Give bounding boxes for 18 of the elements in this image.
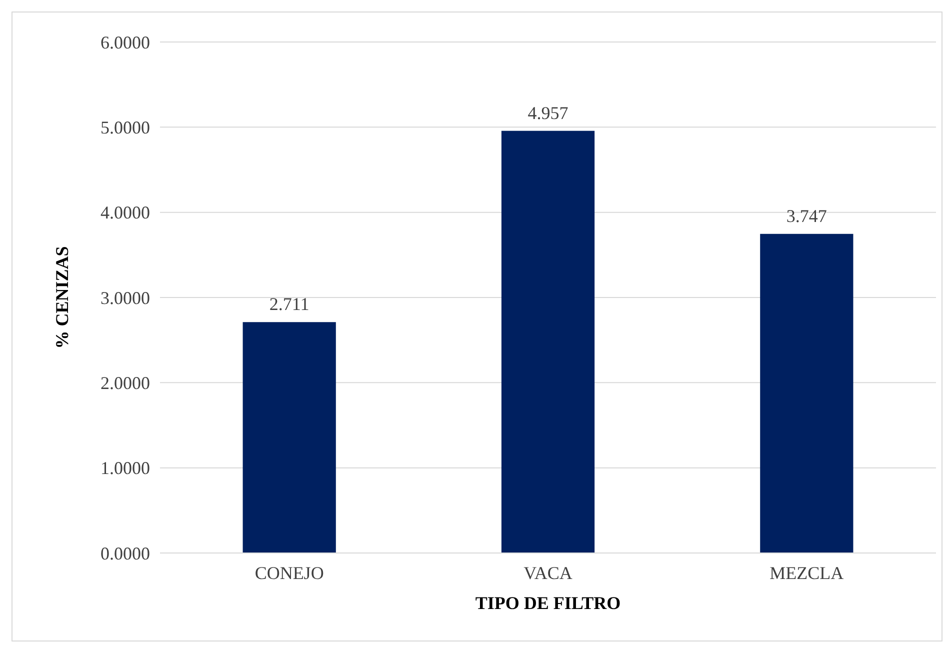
data-label: 4.957 bbox=[528, 102, 568, 123]
x-axis-title: TIPO DE FILTRO bbox=[475, 593, 621, 613]
data-label: 3.747 bbox=[786, 206, 827, 226]
data-label: 2.711 bbox=[269, 294, 310, 314]
y-tick-label: 4.0000 bbox=[100, 202, 150, 223]
y-tick-label: 5.0000 bbox=[100, 117, 150, 138]
bar bbox=[760, 234, 854, 553]
y-tick-label: 0.0000 bbox=[100, 543, 150, 564]
bar bbox=[501, 130, 595, 553]
y-tick-label: 1.0000 bbox=[100, 458, 150, 478]
y-tick-label: 3.0000 bbox=[100, 288, 150, 308]
x-tick-label: CONEJO bbox=[254, 563, 324, 583]
y-tick-label: 2.0000 bbox=[100, 372, 150, 393]
x-tick-label: MEZCLA bbox=[770, 563, 844, 583]
y-axis-title: % CENIZAS bbox=[52, 246, 72, 349]
bar bbox=[242, 322, 336, 553]
x-tick-label: VACA bbox=[524, 563, 572, 583]
y-tick-label: 6.0000 bbox=[100, 32, 150, 52]
